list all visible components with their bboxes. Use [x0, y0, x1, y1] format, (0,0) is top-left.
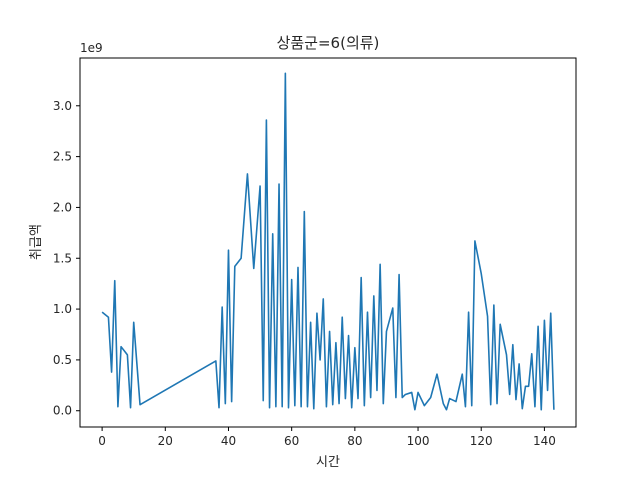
- plot-area: [101, 72, 555, 411]
- x-tick-label: 40: [221, 434, 236, 448]
- y-tick-label: 2.0: [53, 200, 72, 214]
- series-line-0: [101, 72, 555, 411]
- y-tick-label: 0.0: [53, 404, 72, 418]
- y-tick-label: 1.0: [53, 302, 72, 316]
- x-axis-label: 시간: [316, 455, 340, 470]
- y-tick-label: 0.5: [53, 353, 72, 367]
- x-tick-label: 120: [470, 434, 493, 448]
- x-tick-label: 0: [98, 434, 106, 448]
- x-tick-label: 140: [533, 434, 556, 448]
- y-offset-text: 1e9: [80, 41, 103, 55]
- y-tick-label: 1.5: [53, 251, 72, 265]
- x-tick-label: 80: [347, 434, 362, 448]
- y-axis-label: 취급액: [29, 224, 44, 260]
- x-tick-label: 100: [407, 434, 430, 448]
- x-tick-label: 20: [158, 434, 173, 448]
- x-tick-label: 60: [284, 434, 299, 448]
- axes-frame: [79, 57, 577, 428]
- chart-title: 상품군=6(의류): [277, 34, 380, 52]
- y-tick-label: 2.5: [53, 150, 72, 164]
- y-tick-label: 3.0: [53, 99, 72, 113]
